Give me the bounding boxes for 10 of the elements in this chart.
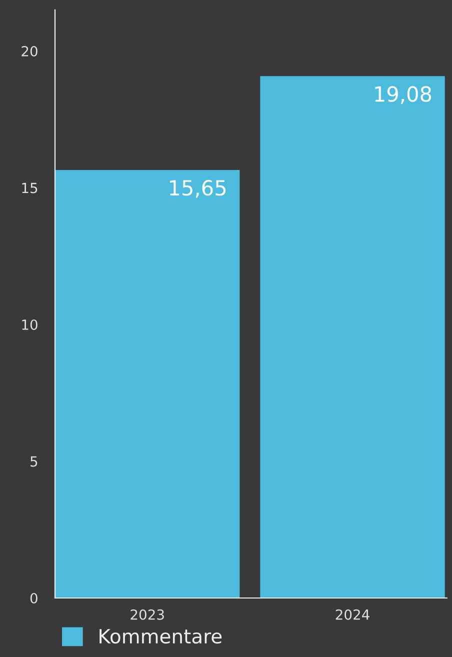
x-tick-label: 2024 — [336, 609, 370, 620]
y-tick-label: 10 — [22, 319, 38, 330]
y-tick-label: 0 — [30, 592, 38, 604]
y-tick-label: 15 — [22, 182, 38, 194]
data-label: 19,08 — [375, 86, 432, 104]
y-tick-label: 20 — [22, 46, 38, 56]
data-label: 15,65 — [170, 180, 226, 198]
y-tick-label: 5 — [30, 456, 38, 467]
legend-label: Kommentare — [100, 629, 222, 644]
x-tick-label: 2023 — [130, 609, 164, 620]
